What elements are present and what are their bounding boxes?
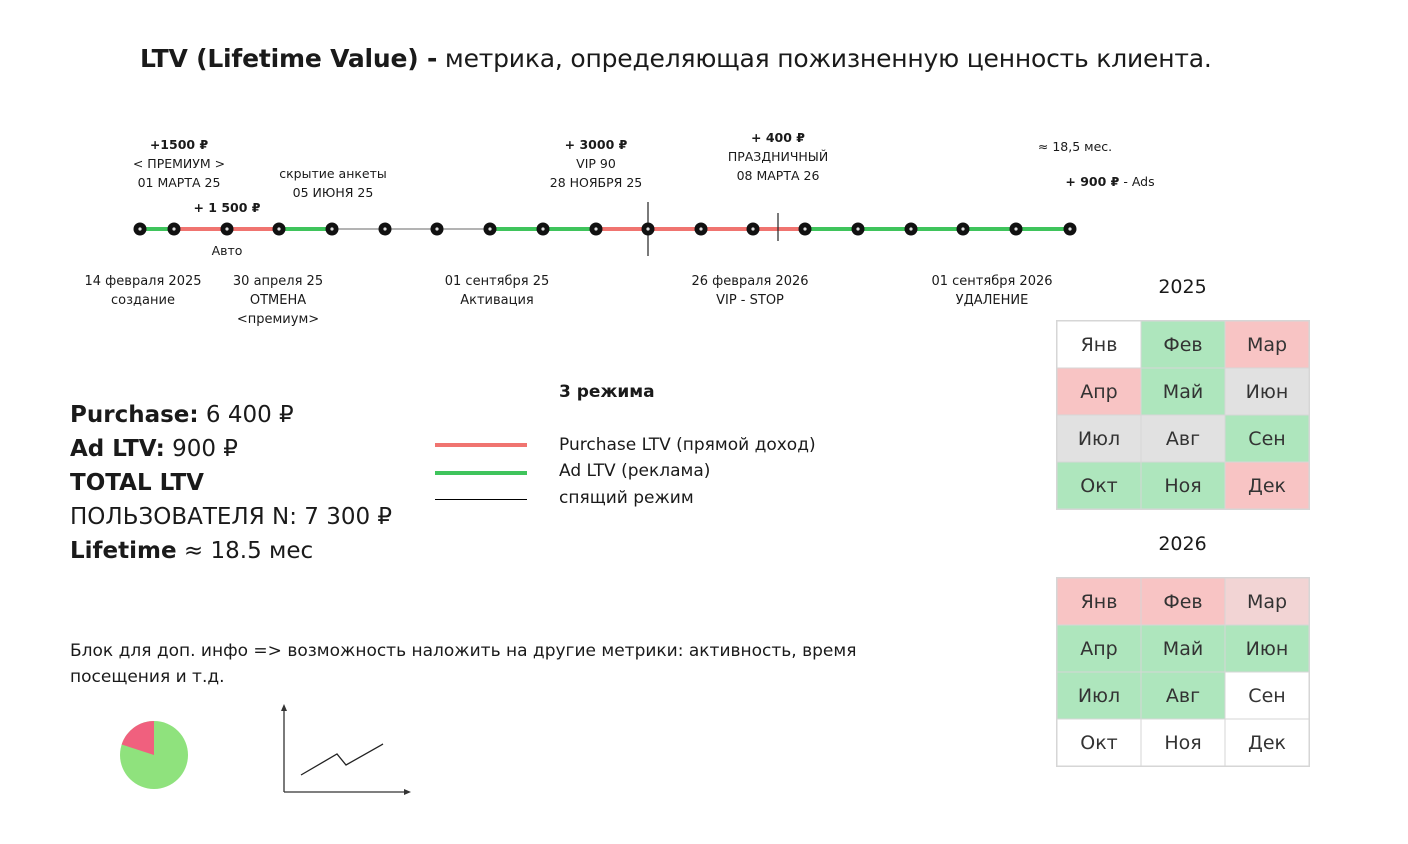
- calendar-month-cell: Ноя: [1141, 462, 1225, 509]
- title-bold: LTV (Lifetime Value) -: [140, 44, 438, 73]
- calendar-month-cell: Авг: [1141, 672, 1225, 719]
- line-chart-thumbnail: [281, 704, 411, 795]
- ltv-stats: Purchase: 6 400 ₽ Ad LTV: 900 ₽ TOTAL LT…: [70, 398, 392, 568]
- timeline-point-center: [488, 227, 492, 231]
- legend-title: 3 режима: [559, 382, 655, 402]
- timeline-event-below: 26 февраля 2026 VIP - STOP: [691, 274, 809, 308]
- calendar-month-cell: Апр: [1057, 368, 1141, 415]
- timeline-event-below: 30 апреля 25 ОТМЕНА <премиум>: [232, 274, 324, 327]
- timeline-point-center: [699, 227, 703, 231]
- calendar-month-cell: Окт: [1057, 719, 1141, 766]
- stat-purchase: Purchase: 6 400 ₽: [70, 402, 294, 428]
- timeline-event-below: 14 февраля 2025 создание: [84, 274, 202, 308]
- legend-line-purchase: [435, 443, 527, 447]
- timeline-point-center: [330, 227, 334, 231]
- pie-chart-thumbnail: [120, 721, 188, 789]
- legend-label-sleep: спящий режим: [559, 488, 694, 508]
- calendar-2025: Янв Фев Мар Апр Май Июн Июл Авг Сен Окт Ноя Дек: [1056, 320, 1310, 510]
- auto-label: Авто: [211, 243, 243, 258]
- calendar-month-cell: Май: [1141, 368, 1225, 415]
- calendar-2026: Янв Фев Мар Апр Май Июн Июл Авг Сен Окт Ноя Дек: [1056, 577, 1310, 767]
- calendar-month-cell: Дек: [1225, 462, 1309, 509]
- timeline-point-center: [909, 227, 913, 231]
- trend-line: [300, 743, 384, 776]
- calendar-month-cell: Апр: [1057, 625, 1141, 672]
- calendar-month-cell: Янв: [1057, 321, 1141, 368]
- stat-ad-ltv: Ad LTV: 900 ₽: [70, 436, 238, 462]
- timeline-point-center: [225, 227, 229, 231]
- calendar-month-cell: Окт: [1057, 462, 1141, 509]
- legend-line-sleep: [435, 499, 527, 500]
- timeline-point-center: [856, 227, 860, 231]
- calendar-month-cell: Ноя: [1141, 719, 1225, 766]
- calendar-month-cell: Мар: [1225, 321, 1309, 368]
- timeline-event-above: + 3000 ₽ VIP 90 28 НОЯБРЯ 25: [549, 137, 643, 190]
- timeline-event-above: скрытие анкеты 05 ИЮНЯ 25: [279, 166, 387, 200]
- lifetime-annotation: ≈ 18,5 мес.: [1037, 139, 1113, 154]
- legend-line-ad: [435, 471, 527, 475]
- calendar-month-cell: Май: [1141, 625, 1225, 672]
- timeline-event-below: 01 сентября 25 Активация: [444, 274, 550, 308]
- calendar-month-cell: Дек: [1225, 719, 1309, 766]
- timeline-point-center: [1068, 227, 1072, 231]
- calendar-month-cell: Авг: [1141, 415, 1225, 462]
- auto-amount: + 1 500 ₽: [193, 200, 261, 215]
- x-axis-arrow-icon: [404, 789, 411, 795]
- calendar-year-2025: 2025: [1158, 276, 1207, 298]
- timeline-point-center: [1014, 227, 1018, 231]
- calendar-month-cell: Мар: [1225, 578, 1309, 625]
- timeline-point-center: [803, 227, 807, 231]
- timeline-event-below: 01 сентября 2026 УДАЛЕНИЕ: [931, 274, 1053, 308]
- calendar-month-cell: Сен: [1225, 672, 1309, 719]
- legend-label-ad: Ad LTV (реклама): [559, 461, 711, 481]
- stat-users: ПОЛЬЗОВАТЕЛЯ N: 7 300 ₽: [70, 504, 393, 530]
- info-text: Блок для доп. инфо => возможность наложи…: [70, 641, 857, 687]
- calendar-month-cell: Фев: [1141, 578, 1225, 625]
- calendar-month-cell: Фев: [1141, 321, 1225, 368]
- timeline-event-above: + 400 ₽ ПРАЗДНИЧНЫЙ 08 МАРТА 26: [727, 130, 829, 183]
- timeline-point-center: [138, 227, 142, 231]
- timeline-point-center: [172, 227, 176, 231]
- timeline-point-center: [594, 227, 598, 231]
- legend-label-purchase: Purchase LTV (прямой доход): [559, 435, 816, 455]
- timeline-point-center: [383, 227, 387, 231]
- timeline-point-center: [751, 227, 755, 231]
- calendar-month-cell: Июн: [1225, 625, 1309, 672]
- timeline-event-above: +1500 ₽ < ПРЕМИУМ >01 МАРТА 25: [132, 137, 226, 190]
- calendar-month-cell: Янв: [1057, 578, 1141, 625]
- ads-annotation: + 900 ₽ - Ads: [1065, 174, 1155, 189]
- calendar-month-cell: Сен: [1225, 415, 1309, 462]
- page-title: LTV (Lifetime Value) - метрика, определя…: [140, 44, 1212, 73]
- timeline-point-center: [541, 227, 545, 231]
- timeline: [133, 202, 1077, 256]
- timeline-point-center: [277, 227, 281, 231]
- calendar-month-cell: Июл: [1057, 415, 1141, 462]
- y-axis-arrow-icon: [281, 704, 287, 711]
- calendar-month-cell: Июн: [1225, 368, 1309, 415]
- pie-slice-red: [121, 721, 154, 755]
- timeline-point-center: [961, 227, 965, 231]
- stat-lifetime: Lifetime ≈ 18.5 мес: [70, 538, 314, 564]
- title-rest: метрика, определяющая пожизненную ценнос…: [437, 44, 1212, 73]
- stat-total-ltv: TOTAL LTV: [70, 470, 204, 496]
- calendar-year-2026: 2026: [1158, 533, 1207, 555]
- timeline-point-center: [646, 227, 650, 231]
- timeline-point-center: [435, 227, 439, 231]
- calendar-month-cell: Июл: [1057, 672, 1141, 719]
